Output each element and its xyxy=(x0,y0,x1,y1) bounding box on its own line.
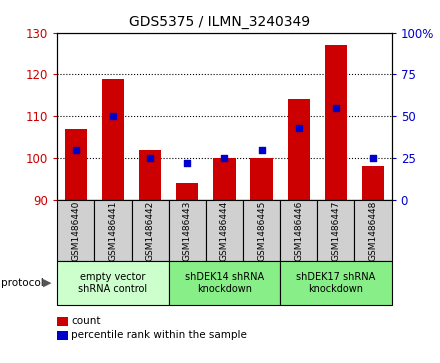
Bar xyxy=(250,158,273,200)
Text: GSM1486447: GSM1486447 xyxy=(331,200,341,261)
Point xyxy=(184,160,191,166)
Text: empty vector
shRNA control: empty vector shRNA control xyxy=(78,272,147,294)
Text: shDEK14 shRNA
knockdown: shDEK14 shRNA knockdown xyxy=(185,272,264,294)
Text: GSM1486440: GSM1486440 xyxy=(71,200,80,261)
Point xyxy=(110,113,117,119)
Bar xyxy=(288,99,310,200)
Text: GSM1486448: GSM1486448 xyxy=(369,200,378,261)
Text: protocol: protocol xyxy=(1,278,44,288)
Text: GSM1486446: GSM1486446 xyxy=(294,200,303,261)
Text: GSM1486445: GSM1486445 xyxy=(257,200,266,261)
Point xyxy=(147,155,154,161)
Bar xyxy=(139,150,161,200)
Point xyxy=(370,155,377,161)
Text: GSM1486444: GSM1486444 xyxy=(220,200,229,261)
Bar xyxy=(362,166,384,200)
Text: GDS5375 / ILMN_3240349: GDS5375 / ILMN_3240349 xyxy=(129,15,311,29)
Bar xyxy=(176,183,198,200)
Text: GSM1486442: GSM1486442 xyxy=(146,200,154,261)
Text: ▶: ▶ xyxy=(43,278,51,288)
Text: count: count xyxy=(71,316,101,326)
Bar xyxy=(325,45,347,200)
Text: percentile rank within the sample: percentile rank within the sample xyxy=(71,330,247,340)
Text: GSM1486441: GSM1486441 xyxy=(108,200,117,261)
Point xyxy=(221,155,228,161)
Point xyxy=(295,125,302,131)
Point xyxy=(72,147,79,152)
Bar xyxy=(213,158,235,200)
Bar xyxy=(65,129,87,200)
Text: shDEK17 shRNA
knockdown: shDEK17 shRNA knockdown xyxy=(296,272,375,294)
Point xyxy=(332,105,339,111)
Bar xyxy=(102,78,124,200)
Text: GSM1486443: GSM1486443 xyxy=(183,200,192,261)
Point xyxy=(258,147,265,152)
